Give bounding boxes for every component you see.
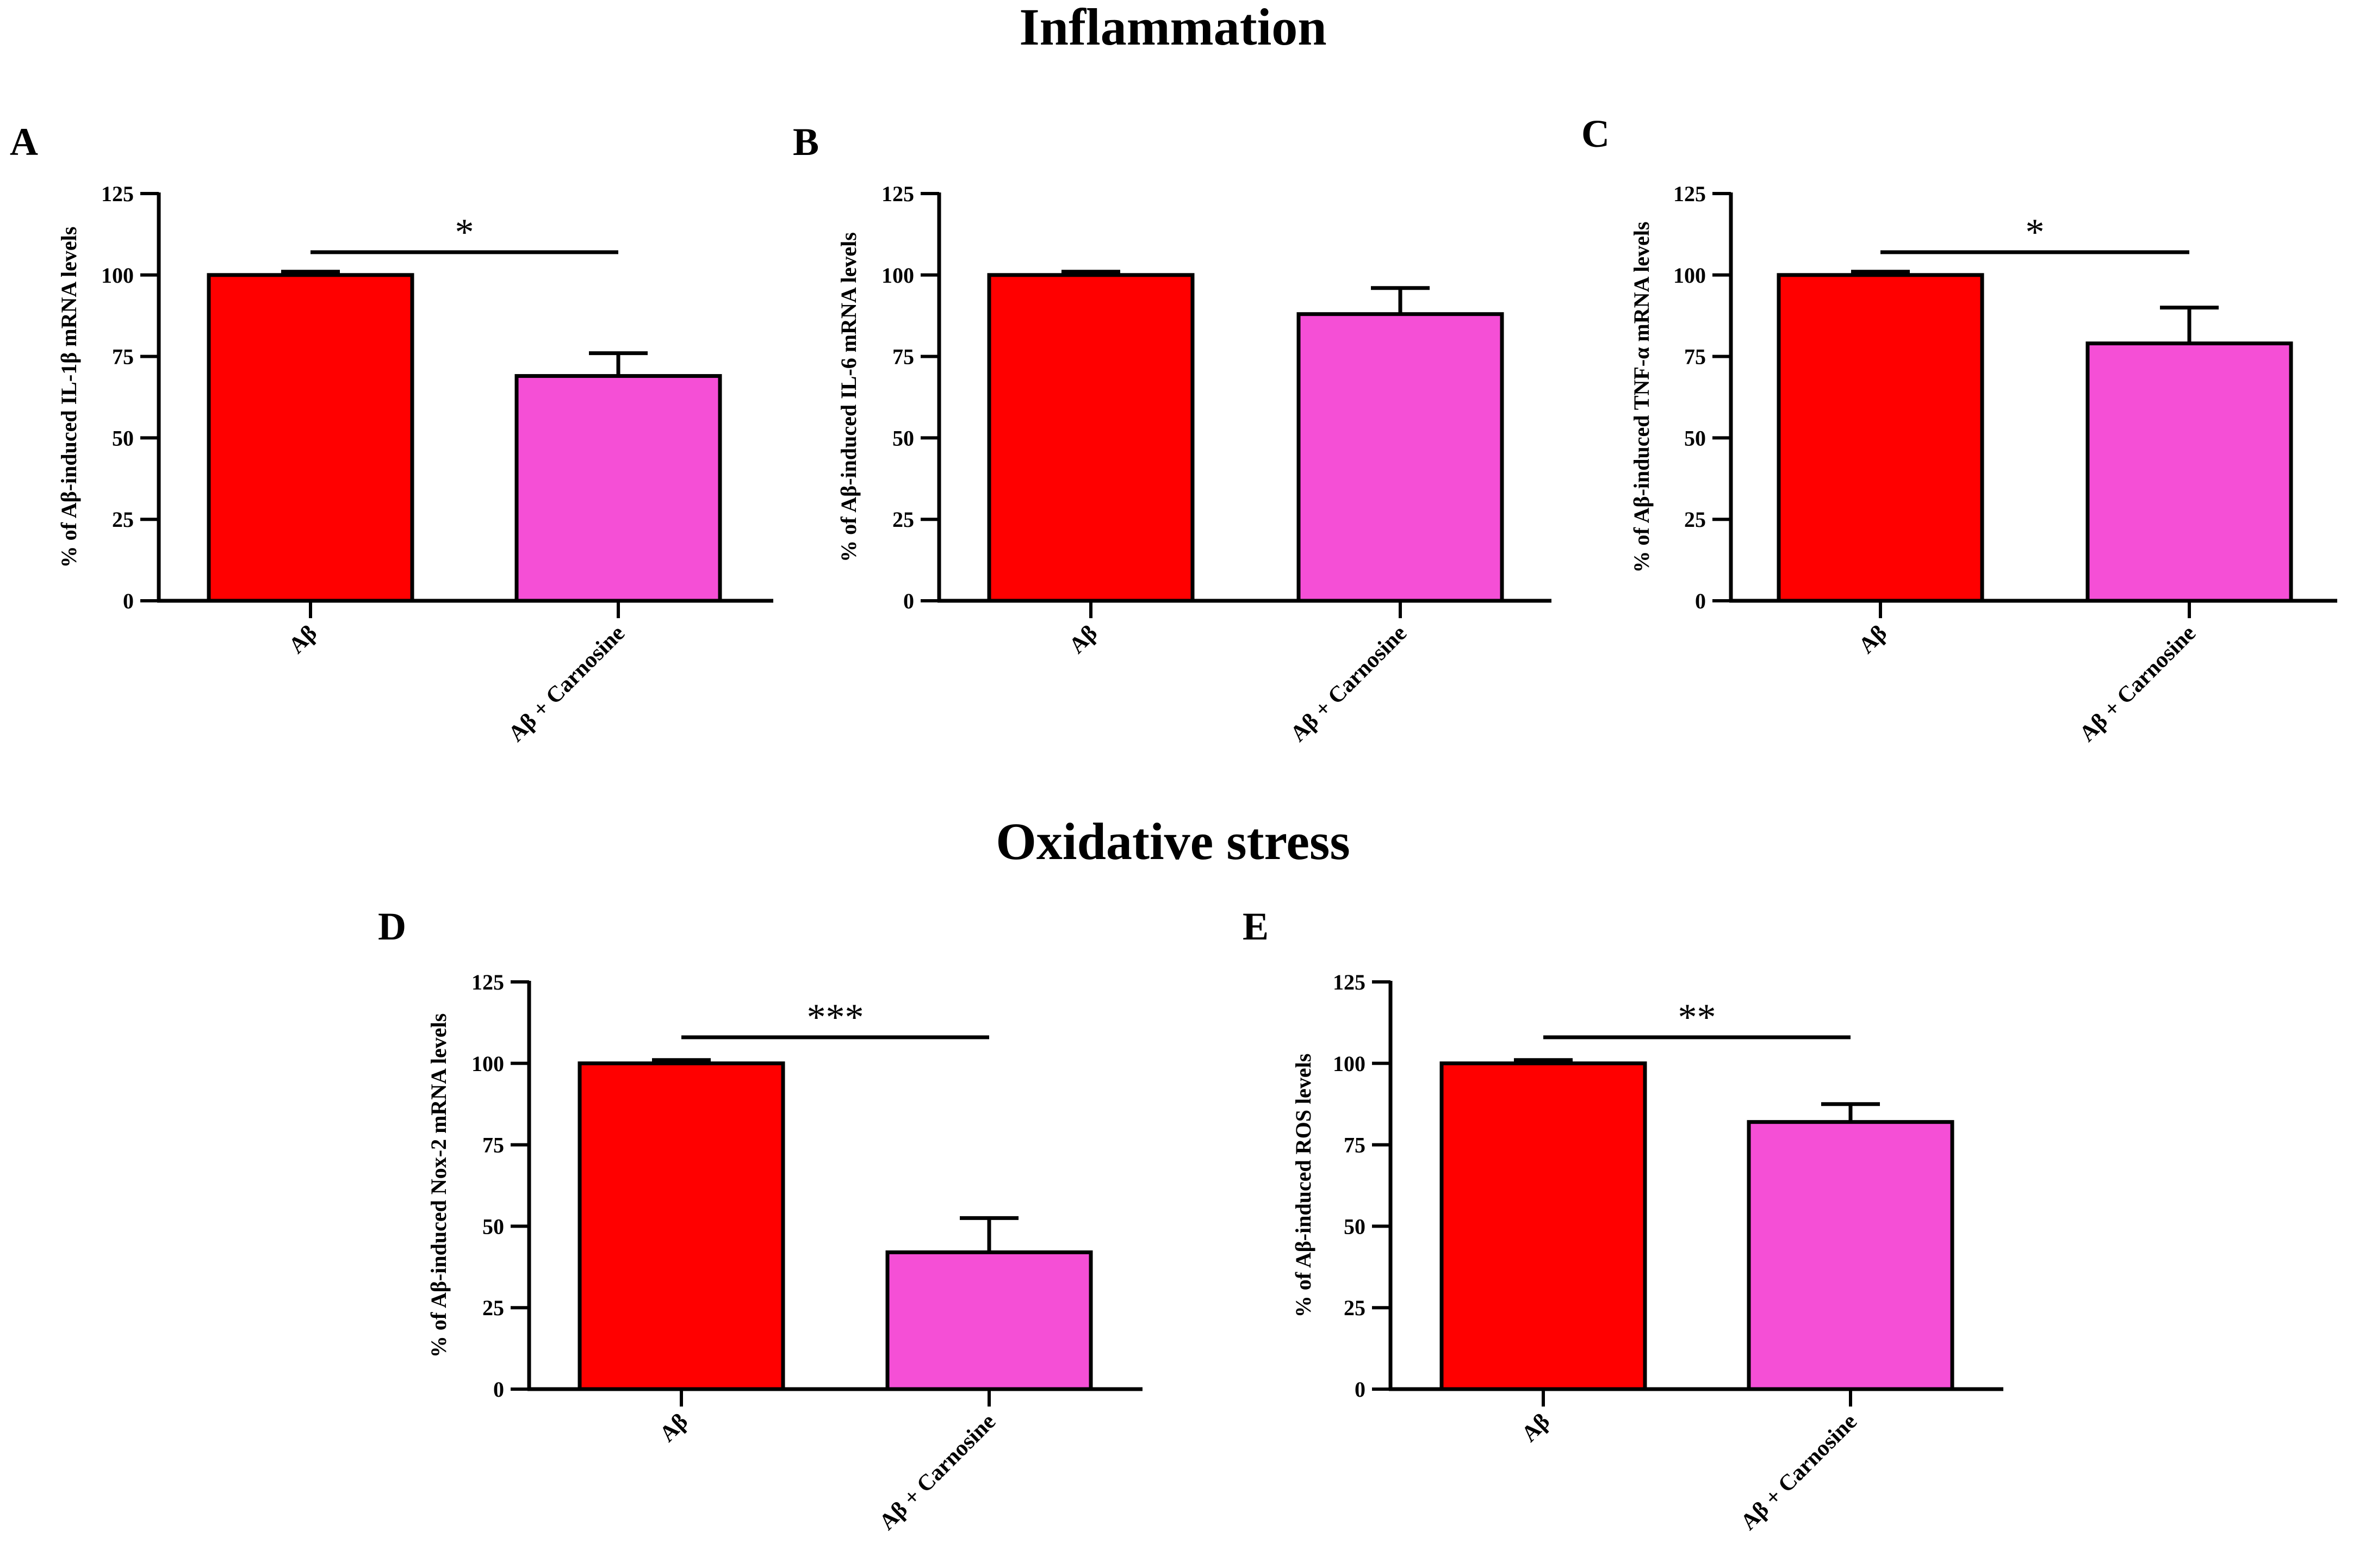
y-tick-label: 75: [112, 345, 134, 369]
y-axis-label: % of Aβ-induced Nox-2 mRNA levels: [426, 1013, 451, 1358]
y-axis-label: % of Aβ-induced ROS levels: [1291, 1054, 1315, 1318]
panel-a: A % of Aβ-induced IL-1β mRNA levels 0 25 50 7…: [10, 120, 773, 746]
y-tick-label: 125: [1333, 970, 1365, 994]
significance-label: **: [1678, 997, 1716, 1038]
y-tick-label: 0: [493, 1377, 504, 1402]
y-tick-label: 25: [482, 1296, 504, 1320]
y-tick-label: 50: [892, 426, 914, 450]
y-tick-label: 125: [1673, 182, 1706, 206]
x-tick-label: Aβ + Carnosine: [2075, 621, 2201, 747]
y-tick-label: 75: [1344, 1133, 1365, 1158]
y-tick-label: 50: [1684, 426, 1706, 450]
y-tick-label: 100: [881, 263, 914, 288]
y-tick-label: 125: [471, 970, 504, 994]
x-tick-label: Aβ + Carnosine: [874, 1409, 1001, 1535]
x-tick-label: Aβ + Carnosine: [1736, 1409, 1862, 1535]
y-tick-label: 0: [1355, 1377, 1365, 1402]
y-tick-label: 125: [881, 182, 914, 206]
y-tick-label: 25: [112, 507, 134, 532]
y-tick-label: 100: [1673, 263, 1706, 288]
x-tick-label: Aβ + Carnosine: [1286, 621, 1412, 747]
y-tick-label: 125: [101, 182, 134, 206]
y-tick-label: 25: [892, 507, 914, 532]
x-tick-label: Aβ: [655, 1409, 693, 1447]
panel-b: B % of Aβ-induced IL-6 mRNA levels 0 25 50 75…: [793, 120, 1551, 746]
y-tick-label: 75: [1684, 345, 1706, 369]
bar: [1777, 273, 1984, 603]
significance-label: *: [455, 211, 474, 253]
y-axis-label: % of Aβ-induced TNF-α mRNA levels: [1629, 222, 1654, 573]
y-tick-label: 50: [112, 426, 134, 450]
y-tick-label: 75: [892, 345, 914, 369]
y-tick-label: 100: [1333, 1051, 1365, 1076]
panel-d: D % of Aβ-induced Nox-2 mRNA levels 0 25 50 7…: [378, 905, 1143, 1535]
y-tick-label: 0: [123, 589, 134, 613]
y-tick-label: 50: [482, 1214, 504, 1239]
y-axis-label: % of Aβ-induced IL-1β mRNA levels: [57, 227, 81, 568]
bar: [2085, 341, 2293, 603]
x-tick-label: Aβ: [1854, 621, 1892, 659]
y-tick-label: 0: [1695, 589, 1706, 613]
section-title-inflammation: Inflammation: [1019, 0, 1326, 56]
x-tick-label: Aβ: [284, 621, 322, 659]
panel-letter: D: [378, 905, 406, 948]
y-tick-label: 100: [101, 263, 134, 288]
y-tick-label: 0: [903, 589, 914, 613]
y-tick-label: 25: [1344, 1296, 1365, 1320]
significance-label: ***: [807, 997, 864, 1038]
panel-e: E % of Aβ-induced ROS levels 0 25 50 75 100 125…: [1243, 905, 2003, 1535]
y-tick-label: 75: [482, 1133, 504, 1158]
bar: [987, 273, 1195, 603]
panel-letter: A: [10, 120, 38, 164]
significance-label: *: [2026, 211, 2045, 253]
y-tick-label: 50: [1344, 1214, 1365, 1239]
y-axis-label: % of Aβ-induced IL-6 mRNA levels: [836, 232, 861, 562]
panel-letter: B: [793, 120, 819, 164]
bar: [1439, 1061, 1647, 1391]
y-tick-label: 25: [1684, 507, 1706, 532]
panel-letter: E: [1243, 905, 1269, 948]
section-title-oxidative-stress: Oxidative stress: [996, 812, 1350, 870]
bar: [578, 1061, 785, 1391]
panel-c: C % of Aβ-induced TNF-α mRNA levels 0 25 50 7…: [1581, 112, 2337, 746]
bar: [885, 1250, 1093, 1391]
bar: [1747, 1120, 1954, 1391]
panel-letter: C: [1581, 112, 1610, 155]
x-tick-label: Aβ + Carnosine: [504, 621, 630, 747]
bar: [514, 374, 722, 603]
bar: [207, 273, 414, 603]
y-tick-label: 100: [471, 1051, 504, 1076]
x-tick-label: Aβ: [1064, 621, 1102, 659]
x-tick-label: Aβ: [1517, 1409, 1555, 1447]
bar: [1296, 312, 1504, 603]
